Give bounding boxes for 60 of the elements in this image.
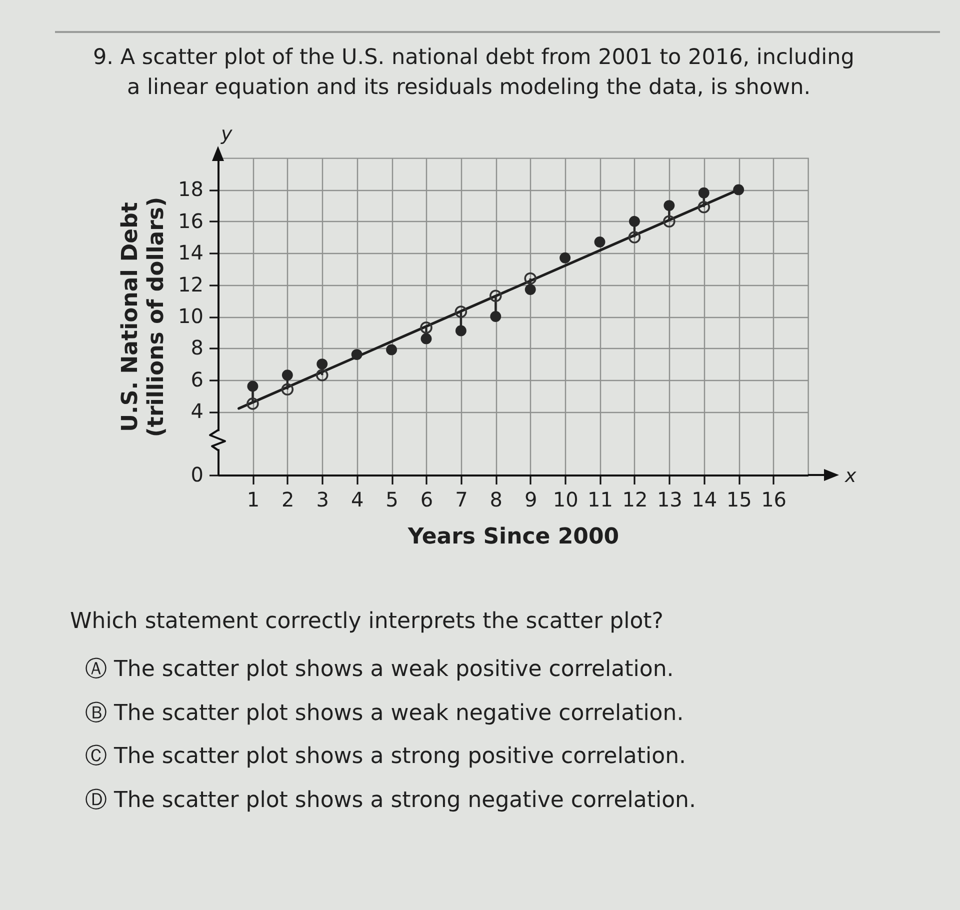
y-tick-label: 0 bbox=[190, 462, 204, 486]
point bbox=[663, 215, 676, 228]
point bbox=[698, 201, 710, 214]
point bbox=[664, 200, 675, 212]
point bbox=[420, 333, 432, 344]
x-tick-label: 3 bbox=[316, 488, 329, 512]
point bbox=[316, 369, 328, 382]
x-tick-label: 13 bbox=[656, 488, 682, 512]
x-tick-label: 7 bbox=[455, 488, 468, 512]
point bbox=[351, 349, 362, 360]
point bbox=[490, 290, 502, 302]
point bbox=[454, 306, 468, 318]
text: x bbox=[844, 465, 857, 487]
text: Ⓒ The scatter plot shows a strong positive correlation. bbox=[85, 743, 688, 771]
x-axis-title: Years Since 2000 bbox=[406, 524, 620, 550]
x-tick-label: 2 bbox=[282, 488, 294, 512]
x-tick-label: 5 bbox=[386, 488, 398, 512]
x-tick-label: 4 bbox=[350, 488, 364, 512]
x-tick-label: 11 bbox=[588, 488, 613, 512]
text: y bbox=[220, 123, 233, 145]
x-tick-label: 16 bbox=[761, 488, 787, 512]
point bbox=[282, 370, 293, 381]
text: Which statement correctly interprets the scatter plot? bbox=[70, 608, 664, 636]
point bbox=[316, 358, 328, 370]
text: Ⓓ The scatter plot shows a strong negative correlation. bbox=[85, 786, 696, 814]
text: Ⓑ The scatter plot shows a weak negative correlation. bbox=[85, 700, 685, 728]
point bbox=[524, 272, 536, 285]
point bbox=[247, 380, 258, 392]
y-tick-label: 12 bbox=[178, 272, 204, 296]
y-tick-label: 6 bbox=[190, 367, 204, 392]
point bbox=[246, 398, 259, 410]
text: Ⓐ The scatter plot shows a weak positive correlation. bbox=[85, 656, 675, 684]
x-tick-label: 15 bbox=[726, 488, 752, 512]
y-tick-label: 16 bbox=[178, 208, 204, 233]
x-tick-label: 14 bbox=[692, 488, 718, 512]
x-tick-label: 12 bbox=[622, 488, 648, 512]
x-tick-label: 1 bbox=[246, 488, 260, 512]
point bbox=[628, 216, 640, 227]
y-tick-label: 14 bbox=[178, 240, 204, 265]
point bbox=[594, 236, 606, 248]
point bbox=[733, 184, 744, 196]
y-tick-label: 18 bbox=[178, 177, 204, 202]
x-tick-label: 6 bbox=[420, 488, 434, 512]
x-tick-label: 8 bbox=[490, 488, 503, 512]
point bbox=[420, 321, 432, 334]
point bbox=[386, 344, 398, 356]
point bbox=[698, 187, 710, 198]
y-tick-label: 10 bbox=[178, 304, 204, 328]
y-tick-label: 8 bbox=[190, 336, 204, 360]
x-tick-label: 9 bbox=[524, 488, 538, 512]
point bbox=[490, 311, 502, 322]
x-tick-label: 10 bbox=[552, 488, 578, 512]
chart-title: 9. A scatter plot of the U.S. national debt from 2001 to 2016, including a linear equation and its residuals modeling the data, is shown. bbox=[93, 44, 856, 102]
y-axis-title: U.S. National Debt (trillions of dollars) bbox=[118, 196, 170, 438]
point bbox=[455, 325, 466, 336]
point bbox=[524, 284, 536, 296]
point bbox=[628, 231, 641, 244]
y-tick-label: 4 bbox=[190, 399, 204, 424]
point bbox=[560, 252, 571, 264]
point bbox=[281, 383, 294, 396]
